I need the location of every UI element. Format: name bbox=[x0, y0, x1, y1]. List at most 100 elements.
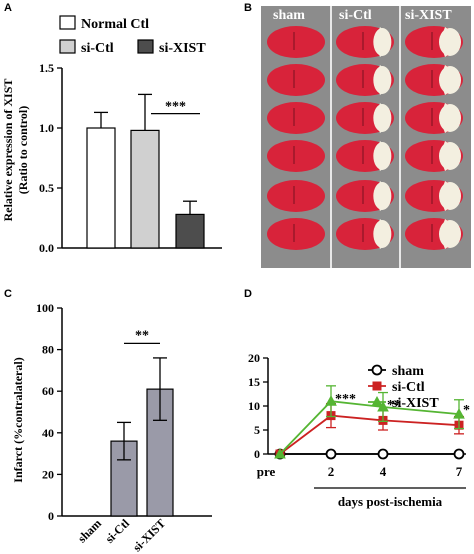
brain-slice bbox=[336, 218, 394, 250]
brain-slice bbox=[405, 102, 463, 134]
brain-tissue bbox=[267, 140, 325, 172]
panel-label-d: D bbox=[244, 288, 252, 300]
y-tick-label: 10 bbox=[248, 399, 260, 413]
panel-label-b: B bbox=[244, 2, 252, 14]
series-line-si-Ctl bbox=[279, 414, 460, 455]
y-tick-label: 15 bbox=[248, 375, 260, 389]
chart-a-xist-expression: 0.0 0.5 1.0 1.5 Relative expression of XIST(… bbox=[1, 15, 222, 255]
infarct-region bbox=[373, 66, 392, 94]
brain-slice bbox=[336, 26, 394, 58]
brain-slice bbox=[405, 140, 463, 172]
brain-slice bbox=[405, 26, 463, 58]
infarct-region bbox=[439, 182, 461, 210]
y-tick-label: 40 bbox=[42, 426, 54, 440]
legend-label: sham bbox=[392, 364, 424, 379]
panel-label-c: C bbox=[4, 288, 12, 300]
legend-swatch bbox=[59, 39, 76, 54]
legend-swatch bbox=[59, 15, 76, 30]
x-axis-label: days post-ischemia bbox=[338, 494, 443, 509]
x-tick-label: si-XIST bbox=[130, 516, 168, 554]
chart-c-infarct: 0 20 40 60 80 100 Infarct (%contralateral) sham… bbox=[11, 301, 212, 554]
y-tick-label: 80 bbox=[42, 343, 54, 357]
x-tick-label: si-Ctl bbox=[102, 516, 132, 546]
legend-label: Normal Ctl bbox=[81, 17, 149, 32]
brain-slice bbox=[267, 26, 325, 58]
y-tick-label: 0 bbox=[48, 509, 54, 523]
infarct-region bbox=[373, 28, 392, 56]
brain-slice bbox=[267, 102, 325, 134]
x-tick-label: 4 bbox=[380, 464, 387, 479]
brain-tissue bbox=[267, 102, 325, 134]
y-tick-label: 100 bbox=[36, 301, 54, 315]
brain-column-divider bbox=[330, 6, 332, 268]
brain-slice bbox=[405, 180, 463, 212]
y-tick-label: 20 bbox=[42, 467, 54, 481]
chart-d-mnss: 0 5 10 15 20 mNSS scores pre 2 4 7 days post-ische… bbox=[240, 351, 470, 509]
legend-label: si-Ctl bbox=[392, 380, 425, 395]
x-tick-label: 7 bbox=[456, 464, 463, 479]
significance-label: ** bbox=[387, 398, 401, 413]
bar bbox=[175, 213, 205, 249]
infarct-region bbox=[439, 142, 461, 170]
bar bbox=[130, 129, 160, 249]
brain-slice bbox=[336, 102, 394, 134]
significance-label: *** bbox=[165, 100, 186, 115]
brain-tissue bbox=[267, 26, 325, 58]
infarct-region bbox=[373, 142, 392, 170]
infarct-region bbox=[439, 66, 461, 94]
infarct-region bbox=[373, 220, 392, 248]
infarct-region bbox=[439, 220, 461, 248]
y-tick-label: 1.5 bbox=[39, 61, 54, 75]
y-axis-label: Relative expression of XIST bbox=[1, 79, 15, 222]
infarct-region bbox=[373, 182, 392, 210]
significance-label: *** bbox=[335, 392, 356, 407]
y-tick-label: 60 bbox=[42, 384, 54, 398]
y-tick-label: 1.0 bbox=[39, 121, 54, 135]
brain-slices-photo: sham si-Ctl si-XIST bbox=[261, 6, 471, 268]
infarct-region bbox=[373, 104, 392, 132]
significance-label: ** bbox=[135, 328, 149, 343]
x-tick-label: pre bbox=[257, 464, 276, 479]
legend-label: si-XIST bbox=[392, 396, 439, 411]
legend-marker bbox=[372, 381, 382, 391]
brain-slice bbox=[336, 140, 394, 172]
series-line-si-XIST bbox=[279, 400, 460, 455]
brain-column-header-si-ctl: si-Ctl bbox=[339, 8, 372, 23]
brain-slice bbox=[267, 140, 325, 172]
significance-label: * bbox=[463, 403, 470, 418]
x-tick-label: sham bbox=[75, 516, 104, 545]
brain-slice bbox=[267, 218, 325, 250]
brain-slices-grid bbox=[267, 26, 463, 250]
infarct-region bbox=[439, 104, 461, 132]
legend-label: si-Ctl bbox=[81, 41, 114, 56]
brain-slice bbox=[336, 64, 394, 96]
brain-slice bbox=[267, 64, 325, 96]
data-point-si-XIST bbox=[274, 447, 286, 459]
brain-slice bbox=[336, 180, 394, 212]
panel-label-a: A bbox=[4, 2, 12, 14]
infarct-region bbox=[439, 28, 461, 56]
y-axis-label: mNSS scores bbox=[240, 375, 241, 436]
y-axis-label: Infarct (%contralateral) bbox=[11, 357, 25, 482]
data-point-sham bbox=[325, 448, 337, 460]
brain-column-header-sham: sham bbox=[273, 8, 305, 23]
bar bbox=[86, 127, 116, 249]
y-axis-label: (Ratio to control) bbox=[16, 106, 30, 194]
y-tick-label: 0.0 bbox=[39, 241, 54, 255]
y-tick-label: 0.5 bbox=[39, 181, 54, 195]
brain-tissue bbox=[267, 180, 325, 212]
y-tick-label: 0 bbox=[254, 447, 260, 461]
legend-marker bbox=[371, 364, 383, 376]
legend-swatch bbox=[137, 39, 154, 54]
data-point-sham bbox=[453, 448, 465, 460]
brain-column-divider bbox=[399, 6, 401, 268]
y-tick-label: 5 bbox=[254, 423, 260, 437]
brain-tissue bbox=[267, 64, 325, 96]
data-point-sham bbox=[377, 448, 389, 460]
brain-column-header-si-xist: si-XIST bbox=[405, 8, 452, 23]
data-point-si-XIST bbox=[453, 408, 465, 419]
brain-tissue bbox=[267, 218, 325, 250]
brain-slice bbox=[405, 64, 463, 96]
data-point-si-XIST bbox=[325, 395, 337, 406]
x-tick-label: 2 bbox=[328, 464, 335, 479]
